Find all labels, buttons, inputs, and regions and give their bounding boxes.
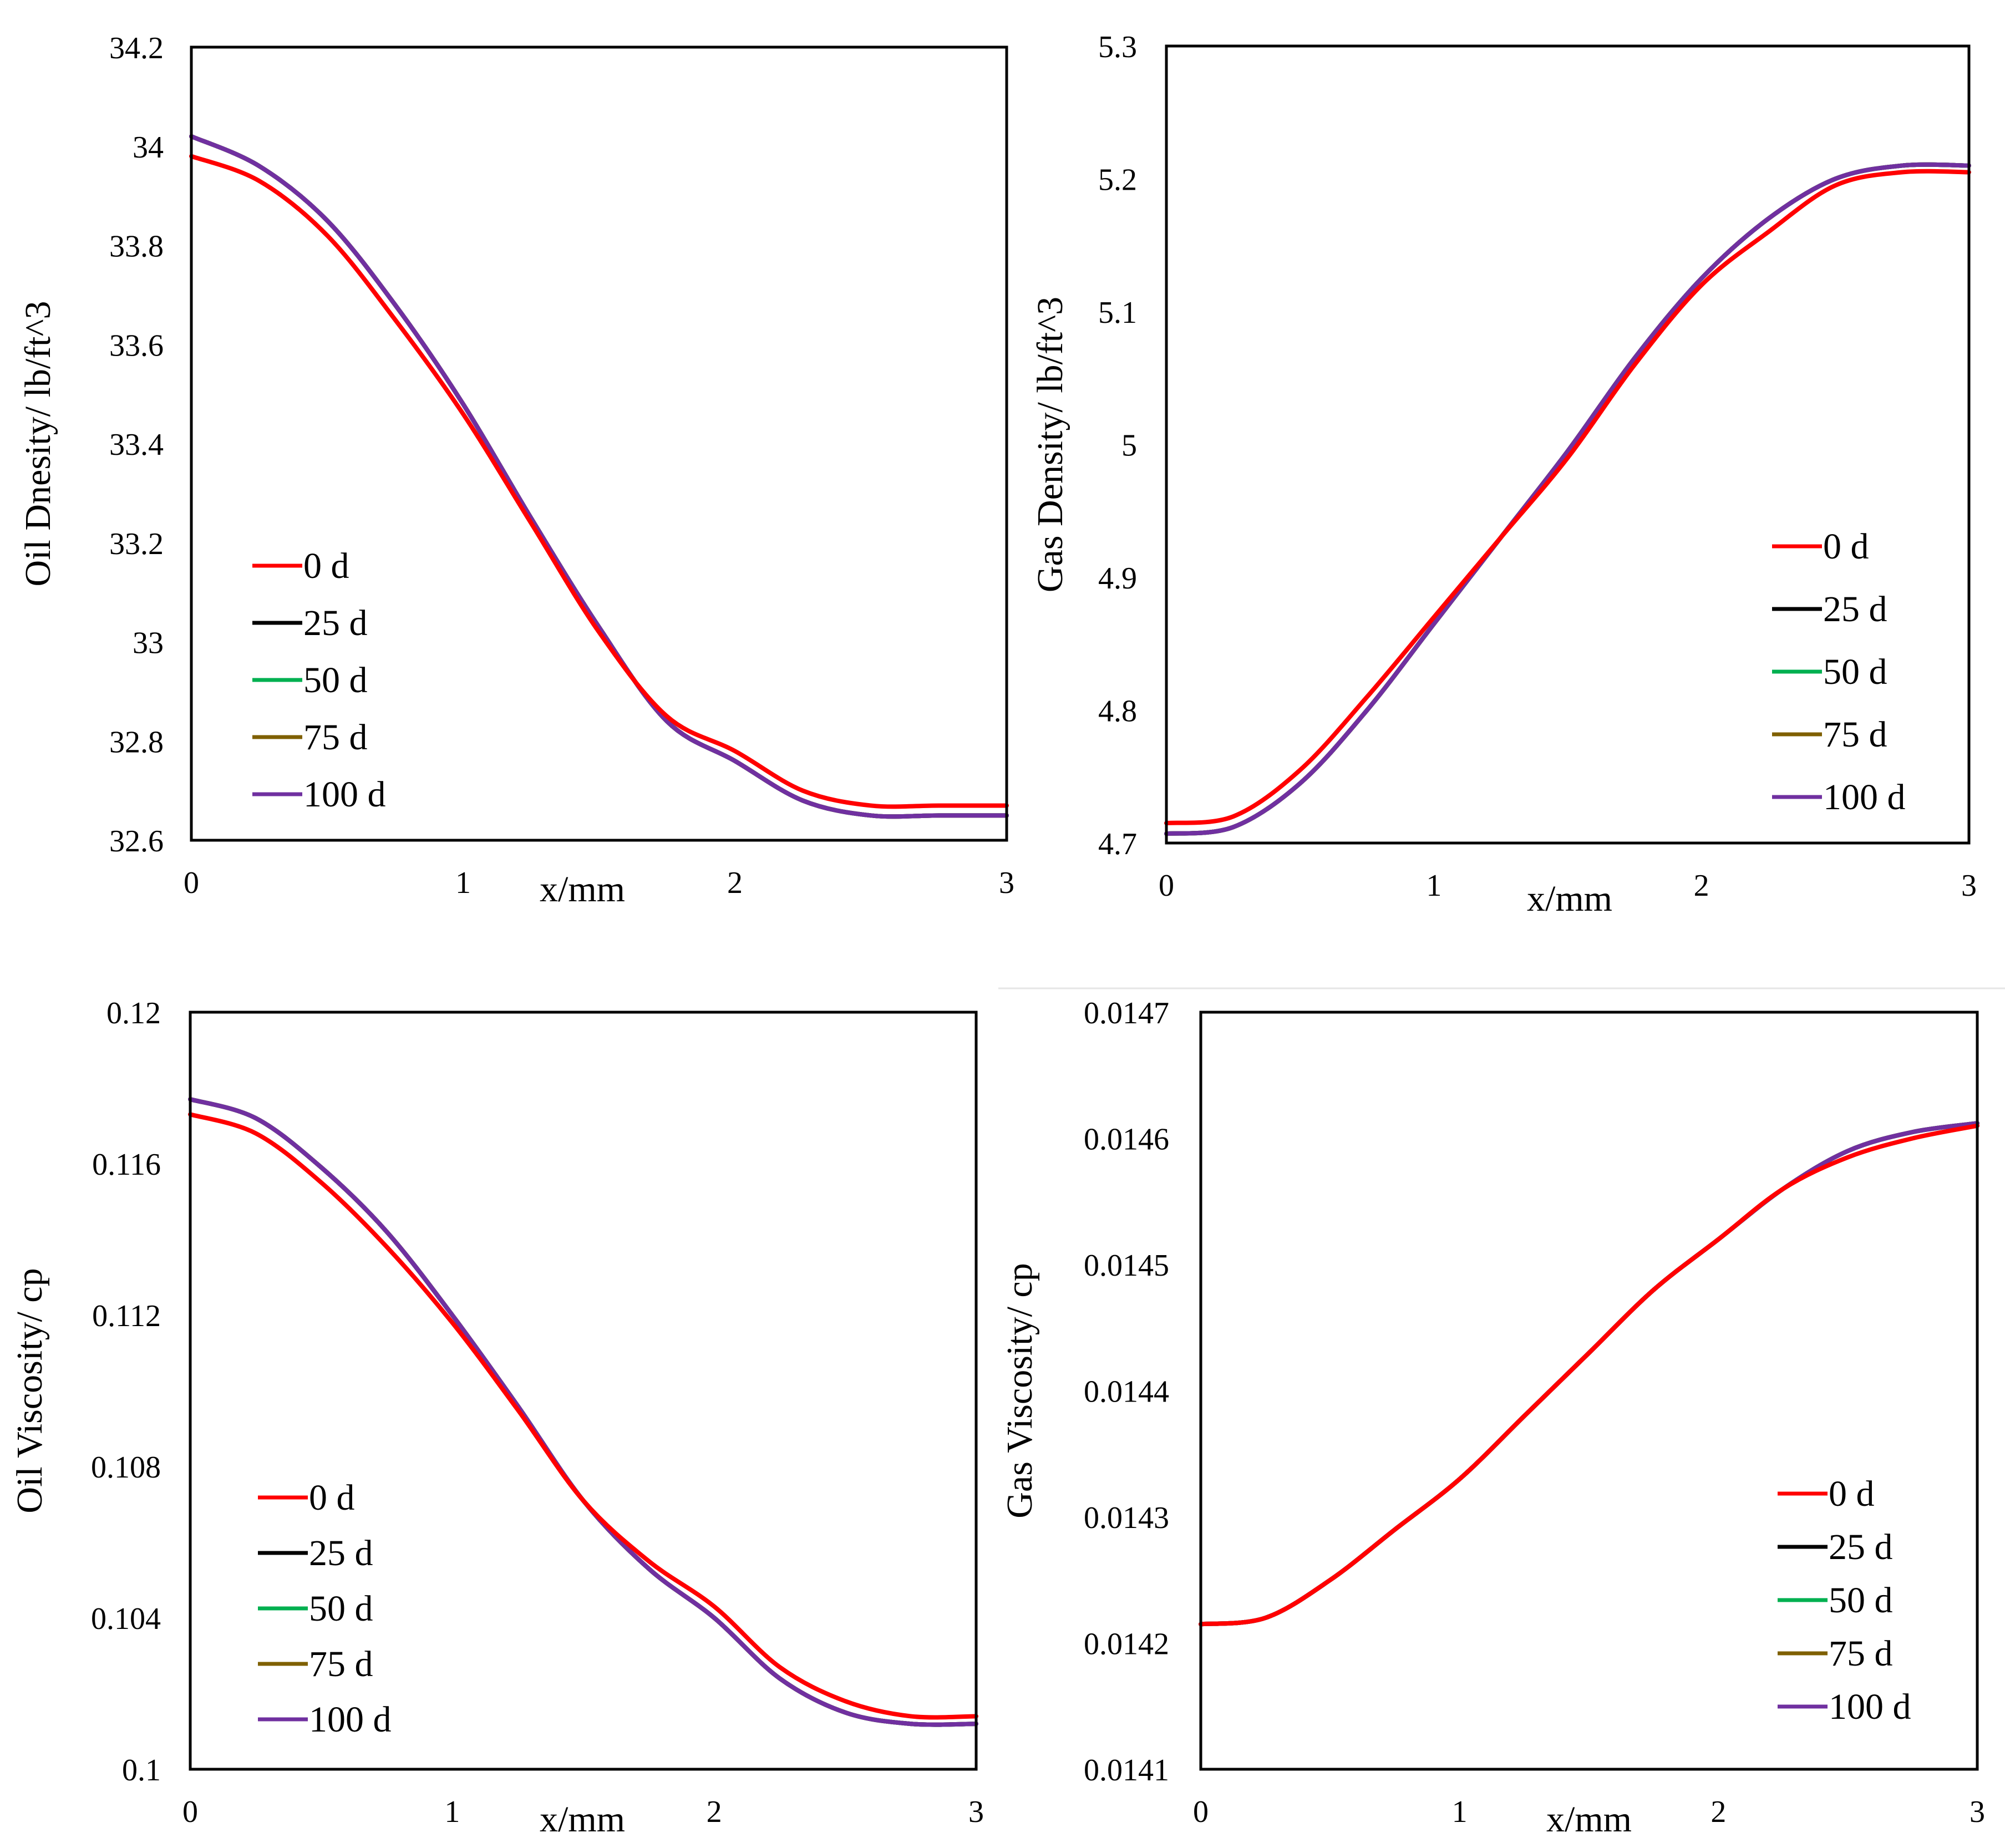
gas-density-legend-label: 0 d bbox=[1823, 526, 1869, 567]
oil-density-y-tick-label: 34.2 bbox=[109, 31, 164, 65]
gas-density-series-100-d bbox=[1164, 162, 1971, 836]
oil-density-x-tick-label: 2 bbox=[727, 866, 743, 900]
gas-viscosity-plot-frame bbox=[1199, 1011, 1979, 1771]
gas-viscosity-y-tick-label: 0.0141 bbox=[1084, 1753, 1169, 1788]
oil-viscosity-y-tick-label: 0.116 bbox=[92, 1148, 161, 1182]
gas-viscosity-legend-label: 25 d bbox=[1829, 1527, 1893, 1567]
oil-viscosity-x-tick-label: 2 bbox=[707, 1795, 722, 1829]
gas-density-plot-frame bbox=[1165, 44, 1971, 845]
oil-viscosity-plot-frame bbox=[189, 1011, 978, 1771]
gas-viscosity-x-tick-label: 0 bbox=[1193, 1795, 1209, 1829]
oil-density-y-axis-label: Oil Dnesity/ lb/ft^3 bbox=[18, 301, 58, 587]
oil-density-x-tick-label: 3 bbox=[999, 866, 1014, 900]
gas-viscosity-y-tick-label: 0.0145 bbox=[1084, 1248, 1169, 1283]
gas-viscosity-series-0-d bbox=[1199, 1123, 1979, 1627]
oil-density-y-tick-label: 33.2 bbox=[109, 527, 164, 561]
gas-density-legend-label: 75 d bbox=[1823, 714, 1887, 755]
gas-density-y-tick-label: 5.2 bbox=[1098, 163, 1137, 197]
gas-density-x-tick-label: 2 bbox=[1694, 869, 1709, 903]
oil-viscosity-chart: 0.1 0.104 0.108 0.112 0.116 0.12 0 1 2 3 x/mm Oil V… bbox=[9, 996, 984, 1840]
gas-density-legend-label: 100 d bbox=[1823, 777, 1906, 818]
oil-viscosity-x-axis-label: x/mm bbox=[540, 1799, 625, 1840]
oil-density-x-tick-label: 0 bbox=[184, 866, 199, 900]
oil-viscosity-y-tick-label: 0.1 bbox=[122, 1753, 161, 1788]
gas-viscosity-y-tick-label: 0.0147 bbox=[1084, 996, 1169, 1030]
oil-density-plot-frame bbox=[190, 45, 1008, 842]
gas-density-x-tick-label: 3 bbox=[1961, 869, 1977, 903]
oil-viscosity-y-tick-label: 0.104 bbox=[91, 1602, 161, 1636]
gas-density-series-0-d bbox=[1164, 169, 1971, 826]
oil-viscosity-y-tick-label: 0.12 bbox=[106, 996, 161, 1030]
oil-density-y-tick-label: 33.6 bbox=[109, 328, 164, 363]
oil-density-series-100-d bbox=[189, 134, 1009, 819]
oil-density-legend-label: 75 d bbox=[303, 717, 368, 758]
gas-viscosity-chart: 0.0141 0.0142 0.0143 0.0144 0.0145 0.0146 0.01… bbox=[999, 996, 1985, 1840]
gas-viscosity-legend-label: 100 d bbox=[1829, 1687, 1911, 1727]
gas-viscosity-legend-label: 0 d bbox=[1829, 1474, 1875, 1514]
gas-density-y-tick-label: 5 bbox=[1121, 429, 1137, 463]
oil-viscosity-legend-label: 25 d bbox=[309, 1533, 373, 1573]
oil-density-chart: 32.6 32.8 33 33.2 33.4 33.6 33.8 34 34.2 0 1 2 3 x/mm… bbox=[18, 31, 1014, 910]
oil-viscosity-legend-label: 50 d bbox=[309, 1588, 373, 1629]
gas-density-x-tick-label: 1 bbox=[1426, 869, 1441, 903]
oil-density-legend: 0 d 25 d 50 d 75 d 100 d bbox=[252, 546, 386, 815]
oil-density-y-tick-label: 32.8 bbox=[109, 725, 164, 759]
oil-density-y-tick-label: 34 bbox=[133, 130, 164, 165]
gas-viscosity-y-tick-label: 0.0144 bbox=[1084, 1375, 1169, 1409]
oil-viscosity-y-tick-label: 0.112 bbox=[92, 1299, 161, 1333]
oil-viscosity-y-tick-label: 0.108 bbox=[91, 1450, 161, 1485]
oil-density-legend-label: 50 d bbox=[303, 660, 368, 700]
oil-viscosity-series-0-d bbox=[188, 1112, 978, 1720]
oil-viscosity-legend-label: 0 d bbox=[309, 1478, 355, 1518]
gas-viscosity-x-tick-label: 3 bbox=[1970, 1795, 1985, 1829]
gas-viscosity-x-tick-label: 2 bbox=[1710, 1795, 1726, 1829]
oil-density-x-tick-label: 1 bbox=[455, 866, 471, 900]
oil-density-legend-label: 100 d bbox=[303, 774, 386, 815]
gas-density-y-tick-label: 4.7 bbox=[1098, 827, 1137, 861]
gas-density-x-axis-label: x/mm bbox=[1527, 879, 1612, 919]
gas-density-legend: 0 d 25 d 50 d 75 d 100 d bbox=[1772, 526, 1906, 818]
gas-density-y-tick-label: 4.9 bbox=[1098, 561, 1137, 596]
gas-viscosity-y-tick-label: 0.0142 bbox=[1084, 1627, 1169, 1662]
gas-density-y-tick-label: 4.8 bbox=[1098, 694, 1137, 729]
gas-density-y-tick-label: 5.3 bbox=[1098, 30, 1137, 64]
gas-density-legend-label: 50 d bbox=[1823, 652, 1887, 692]
gas-viscosity-y-axis-label: Gas Viscosity/ cp bbox=[999, 1263, 1040, 1518]
gas-viscosity-legend: 0 d 25 d 50 d 75 d 100 d bbox=[1778, 1474, 1911, 1727]
gas-density-x-tick-label: 0 bbox=[1159, 869, 1174, 903]
gas-viscosity-x-axis-label: x/mm bbox=[1546, 1799, 1632, 1840]
oil-viscosity-legend-label: 75 d bbox=[309, 1644, 373, 1684]
gas-viscosity-x-tick-label: 1 bbox=[1452, 1795, 1468, 1829]
oil-viscosity-x-tick-label: 3 bbox=[968, 1795, 984, 1829]
oil-density-x-axis-label: x/mm bbox=[540, 869, 625, 910]
gas-density-y-tick-label: 5.1 bbox=[1098, 296, 1137, 330]
gas-viscosity-legend-label: 75 d bbox=[1829, 1633, 1893, 1674]
oil-viscosity-legend-label: 100 d bbox=[309, 1699, 392, 1740]
oil-density-y-tick-label: 33.8 bbox=[109, 230, 164, 264]
gas-viscosity-y-tick-label: 0.0146 bbox=[1084, 1123, 1169, 1157]
oil-viscosity-x-tick-label: 1 bbox=[444, 1795, 460, 1829]
oil-density-y-tick-label: 33.4 bbox=[109, 428, 164, 462]
oil-density-y-tick-label: 33 bbox=[133, 626, 164, 661]
oil-viscosity-legend: 0 d 25 d 50 d 75 d 100 d bbox=[258, 1478, 392, 1740]
oil-density-y-tick-label: 32.6 bbox=[109, 824, 164, 859]
oil-density-legend-label: 0 d bbox=[303, 546, 349, 586]
gas-density-legend-label: 25 d bbox=[1823, 589, 1887, 629]
oil-viscosity-x-tick-label: 0 bbox=[182, 1795, 198, 1829]
oil-density-series-0-d bbox=[189, 154, 1009, 809]
gas-viscosity-legend-label: 50 d bbox=[1829, 1580, 1893, 1621]
gas-density-y-axis-label: Gas Density/ lb/ft^3 bbox=[1030, 297, 1070, 592]
oil-viscosity-y-axis-label: Oil Viscosity/ cp bbox=[9, 1268, 50, 1513]
oil-density-legend-label: 25 d bbox=[303, 603, 368, 643]
gas-viscosity-y-tick-label: 0.0143 bbox=[1084, 1501, 1169, 1535]
gas-density-chart: 4.7 4.8 4.9 5 5.1 5.2 5.3 0 1 2 3 x/mm Gas Density/ … bbox=[1030, 30, 1977, 919]
